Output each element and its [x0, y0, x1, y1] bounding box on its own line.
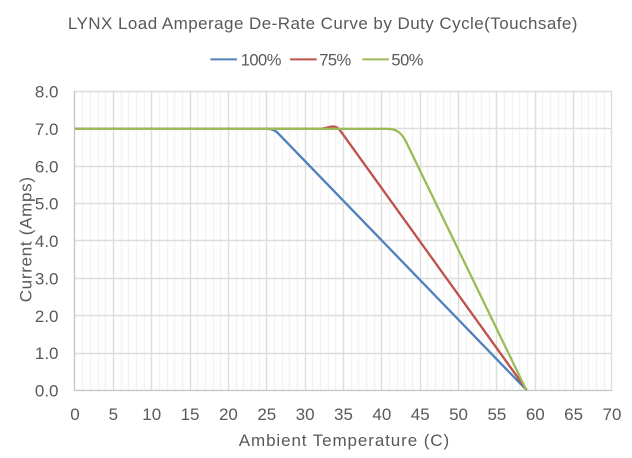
svg-text:0.0: 0.0: [35, 382, 59, 401]
svg-text:35: 35: [334, 405, 353, 424]
svg-text:10: 10: [142, 405, 161, 424]
svg-text:3.0: 3.0: [35, 269, 59, 288]
svg-text:4.0: 4.0: [35, 232, 59, 251]
svg-text:25: 25: [257, 405, 276, 424]
svg-text:70: 70: [603, 405, 622, 424]
svg-text:7.0: 7.0: [35, 120, 59, 139]
svg-text:LYNX Load Amperage De-Rate Cur: LYNX Load Amperage De-Rate Curve by Duty…: [68, 14, 578, 33]
svg-text:2.0: 2.0: [35, 307, 59, 326]
svg-text:Current (Amps): Current (Amps): [17, 176, 36, 302]
svg-text:5: 5: [109, 405, 118, 424]
svg-text:75%: 75%: [319, 52, 351, 70]
svg-text:5.0: 5.0: [35, 195, 59, 214]
svg-text:8.0: 8.0: [35, 83, 59, 102]
svg-text:Ambient Temperature (C): Ambient Temperature (C): [239, 431, 450, 450]
svg-text:20: 20: [219, 405, 238, 424]
svg-text:45: 45: [411, 405, 430, 424]
svg-text:1.0: 1.0: [35, 344, 59, 363]
svg-text:30: 30: [296, 405, 315, 424]
svg-text:0: 0: [70, 405, 79, 424]
svg-text:6.0: 6.0: [35, 157, 59, 176]
svg-text:65: 65: [564, 405, 583, 424]
svg-text:40: 40: [372, 405, 391, 424]
svg-text:60: 60: [526, 405, 545, 424]
svg-text:55: 55: [487, 405, 506, 424]
svg-text:15: 15: [181, 405, 200, 424]
svg-text:50: 50: [449, 405, 468, 424]
svg-text:100%: 100%: [241, 52, 282, 70]
svg-text:50%: 50%: [391, 52, 423, 70]
